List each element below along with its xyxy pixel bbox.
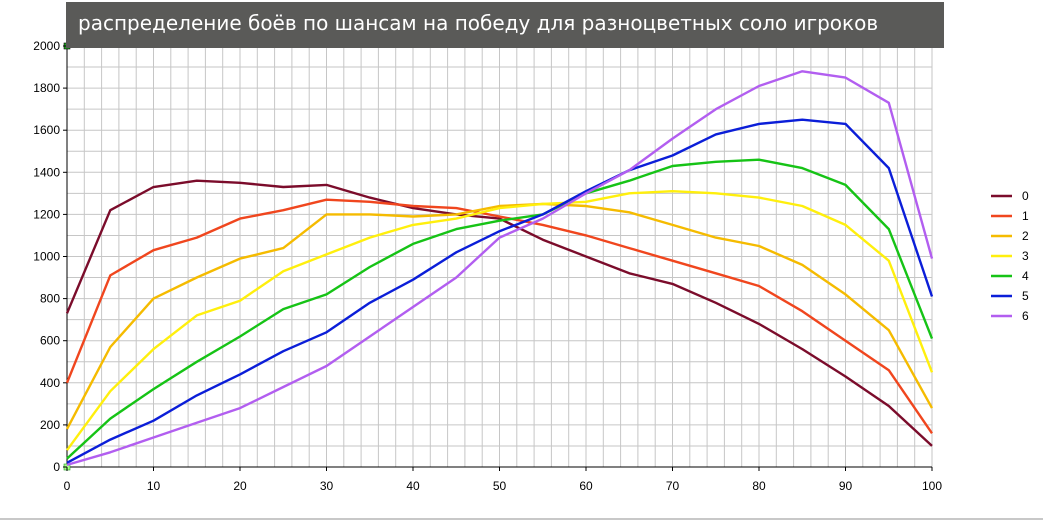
y-tick-label: 200 (40, 418, 60, 432)
x-tick-label: 10 (147, 479, 161, 493)
x-tick-label: 0 (64, 479, 71, 493)
series-line-2 (65, 202, 934, 430)
grid-lines (67, 45, 933, 467)
y-tick-label: 1200 (33, 207, 60, 221)
y-tick-label: 600 (40, 334, 60, 348)
legend-label-1: 1 (1022, 209, 1029, 223)
legend-label-3: 3 (1022, 249, 1029, 263)
y-tick-label: 1800 (33, 81, 60, 95)
series-line-0 (65, 179, 933, 447)
title-bar: распределение боёв по шансам на победу д… (66, 2, 944, 48)
series-line-5 (66, 118, 934, 464)
legend-label-6: 6 (1022, 309, 1029, 323)
x-tick-label: 30 (320, 479, 334, 493)
series-line-1 (65, 198, 933, 434)
y-tick-label: 1400 (33, 165, 60, 179)
legend-label-0: 0 (1022, 189, 1029, 203)
legend-label-5: 5 (1022, 289, 1029, 303)
x-tick-label: 70 (666, 479, 680, 493)
legend-label-2: 2 (1022, 229, 1029, 243)
x-tick-label: 40 (406, 479, 420, 493)
series-line-3 (66, 189, 934, 451)
x-tick-label: 80 (752, 479, 766, 493)
y-tick-label: 400 (40, 376, 60, 390)
y-tick-label: 1600 (33, 123, 60, 137)
y-tick-label: 800 (40, 292, 60, 306)
x-tick-label: 60 (579, 479, 593, 493)
series-line-6 (66, 70, 934, 467)
x-tick-label: 90 (839, 479, 853, 493)
series-lines (65, 70, 934, 467)
tick-labels: 0 200 400 600 800 1000 1200 1400 1600 1800 2000 0 10… (33, 39, 942, 493)
y-tick-label: 1000 (33, 250, 60, 264)
x-tick-label: 100 (922, 479, 942, 493)
y-tick-label: 0 (53, 460, 60, 474)
chart-title: распределение боёв по шансам на победу д… (78, 11, 879, 35)
x-tick-label: 50 (493, 479, 507, 493)
bottom-divider (0, 518, 1043, 520)
legend-label-4: 4 (1022, 269, 1029, 283)
series-line-4 (66, 158, 934, 460)
y-tick-label: 2000 (33, 39, 60, 53)
legend: 0 1 2 3 4 5 6 (991, 189, 1029, 323)
x-tick-label: 20 (233, 479, 247, 493)
